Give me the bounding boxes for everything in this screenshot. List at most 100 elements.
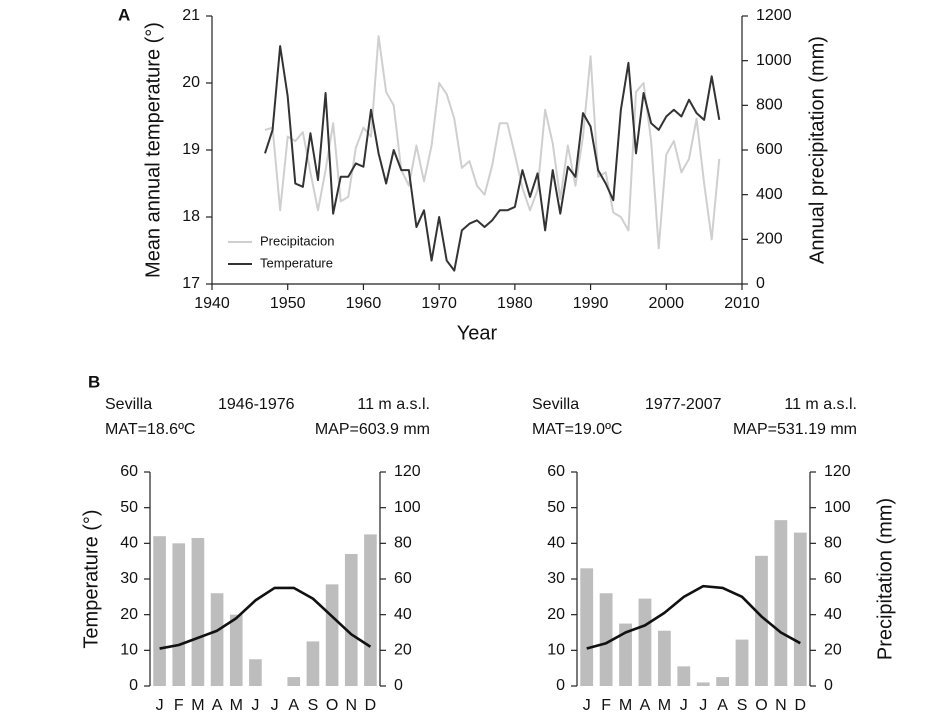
x-tick-label: M [658,697,671,714]
y2-tick-label: 0 [824,677,833,694]
y2-tick-label: 60 [394,570,412,587]
bar [580,568,594,686]
panel-label: A [118,5,130,24]
x-tick-label: D [795,697,807,714]
bar [677,666,691,686]
y-tick-label: 0 [556,677,565,694]
y2-tick-label: 400 [756,186,783,203]
x-tick-label: J [156,697,164,714]
x-axis-title: Year [457,322,498,344]
bar [306,641,320,686]
x-tick-label: D [365,697,377,714]
legend-label: Precipitacion [260,233,334,248]
map: MAP=531.19 mm [733,421,857,438]
bar [249,659,262,686]
x-tick-label: 1960 [346,295,382,312]
y2-tick-label: 40 [394,606,412,623]
y-tick-label: 10 [547,642,565,659]
y2-tick-label: 600 [756,141,783,158]
bar [344,554,358,686]
mat: MAT=18.6ºC [105,421,195,438]
x-tick-label: J [680,697,688,714]
y-tick-label: 20 [120,606,138,623]
map: MAP=603.9 mm [315,421,430,438]
x-tick-label: F [601,697,611,714]
x-tick-label: A [288,697,299,714]
x-tick-label: 1980 [497,295,533,312]
bar [229,614,243,686]
y-tick-label: 30 [547,570,565,587]
y-tick-label: 20 [182,74,200,91]
bar [619,623,632,686]
y2-tick-label: 120 [824,463,851,480]
x-tick-label: F [174,697,184,714]
y-tick-label: 50 [547,499,565,516]
x-tick-label: J [699,697,707,714]
line [264,45,721,272]
x-tick-label: N [345,697,357,714]
x-tick-label: J [251,697,259,714]
y2-tick-label: 1000 [756,52,792,69]
bar [774,520,788,686]
y-tick-label: 17 [182,275,200,292]
y-tick-label: 20 [547,606,565,623]
bar [325,584,339,686]
y2-tick-label: 40 [824,606,842,623]
bar [172,543,186,686]
x-tick-label: J [583,697,591,714]
period: 1946-1976 [218,396,295,413]
x-tick-label: S [737,697,748,714]
y2-tick-label: 1200 [756,7,792,24]
y2-tick-label: 0 [394,677,403,694]
bar [696,682,710,686]
x-tick-label: A [717,697,728,714]
y-tick-label: 10 [120,642,138,659]
x-tick-label: 1990 [573,295,609,312]
y2-tick-label: 120 [394,463,421,480]
y-tick-label: 40 [120,535,138,552]
y2-tick-label: 0 [756,275,765,292]
bar [657,630,671,686]
bar [287,677,301,686]
x-tick-label: A [640,697,651,714]
bar [191,537,205,686]
y2-tick-label: 20 [824,642,842,659]
y2-tick-label: 100 [394,499,421,516]
line [586,584,801,650]
bar [638,598,652,686]
x-tick-label: O [326,697,338,714]
y-tick-label: 19 [182,141,200,158]
x-tick-label: M [619,697,632,714]
y-tick-label: 40 [547,535,565,552]
x-tick-label: S [308,697,319,714]
y-tick-label: 60 [120,463,138,480]
y-tick-label: 30 [120,570,138,587]
x-tick-label: M [230,697,243,714]
bar [755,555,768,686]
x-tick-label: A [212,697,223,714]
y-axis-title: Temperature (°) [80,509,102,648]
legend-label: Temperature [260,255,333,270]
y2-tick-label: 80 [394,535,412,552]
altitude: 11 m a.s.l. [784,396,857,413]
y2-tick-label: 20 [394,642,412,659]
line [264,35,721,250]
y-axis-title: Mean annual temperature (°) [142,22,164,278]
y-tick-label: 50 [120,499,138,516]
y-tick-label: 60 [547,463,565,480]
x-tick-label: 1970 [421,295,457,312]
y2-tick-label: 60 [824,570,842,587]
x-tick-label: 1950 [270,295,306,312]
bar [716,677,730,686]
line [159,586,372,650]
bar [735,639,749,686]
mat: MAT=19.0ºC [532,421,622,438]
panel-label: B [88,372,100,391]
bar [153,536,166,686]
y2-tick-label: 200 [756,231,783,248]
x-tick-label: 1940 [194,295,230,312]
y2-tick-label: 800 [756,97,783,114]
bar [210,593,224,686]
y-tick-label: 21 [182,7,200,24]
